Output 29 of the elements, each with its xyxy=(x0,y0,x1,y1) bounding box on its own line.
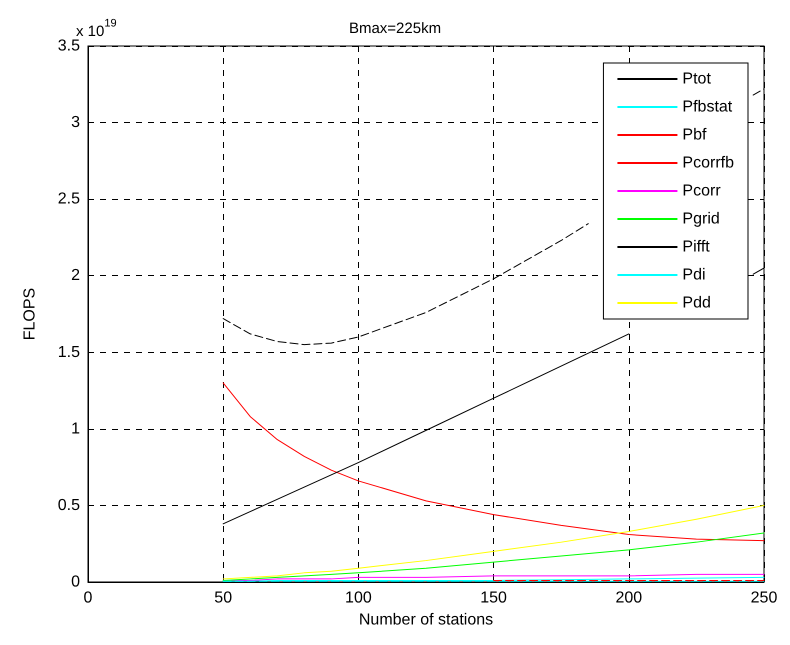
y-tick-label: 1 xyxy=(71,420,80,438)
y-tick-label: 2.5 xyxy=(58,190,80,208)
x-tick-label: 200 xyxy=(615,590,642,606)
y-axis-title: FLOPS xyxy=(22,288,38,340)
legend-label: Pbf xyxy=(682,126,707,144)
legend-label: Ptot xyxy=(682,70,712,88)
legend-label: Pfbstat xyxy=(682,98,733,116)
x-tick-label: 150 xyxy=(480,590,508,606)
line-series xyxy=(222,504,764,580)
legend-label: Pgrid xyxy=(682,210,720,228)
x-tick-label: 50 xyxy=(214,590,232,606)
x-tick-label: 100 xyxy=(345,590,372,606)
legend-label: Pifft xyxy=(682,238,710,256)
legend-label: Pcorrfb xyxy=(682,154,734,172)
chart-title: Bmax=225km xyxy=(348,20,442,37)
y-tick-label: 1.5 xyxy=(58,344,80,361)
y-tick-label: 2 xyxy=(71,267,80,284)
legend-label: Pcorr xyxy=(682,182,722,200)
line-series xyxy=(222,532,764,581)
x-tick-label: 250 xyxy=(750,590,778,606)
y-tick-label: 0.5 xyxy=(58,496,80,514)
legend-label: Pdi xyxy=(682,266,706,284)
line-series xyxy=(222,382,764,542)
y-tick-label: 0 xyxy=(71,574,80,590)
x-tick-label: 0 xyxy=(84,590,93,606)
y-tick-label: 3 xyxy=(71,114,80,132)
y-tick-label: 3.5 xyxy=(58,38,80,54)
x-axis-title: Number of stations xyxy=(358,612,494,628)
legend-label: Pdd xyxy=(682,294,711,312)
